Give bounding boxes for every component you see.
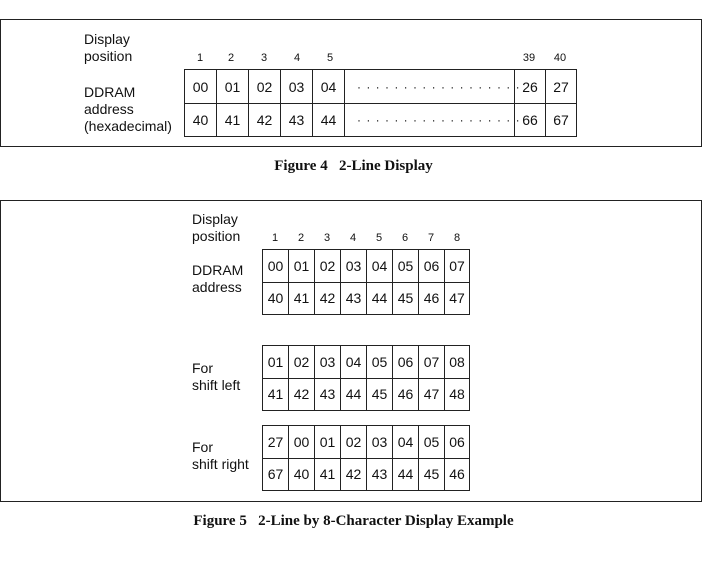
fig5-cell: 45 bbox=[393, 283, 419, 314]
fig5-cell: 04 bbox=[393, 426, 419, 459]
fig5-pos: 6 bbox=[401, 232, 409, 244]
fig5-cell: 08 bbox=[449, 354, 465, 370]
fig5-position-label: Display position bbox=[192, 211, 241, 244]
fig4-cell: 41 bbox=[217, 104, 249, 136]
fig5-cell: 07 bbox=[449, 258, 465, 274]
fig5-pos: 2 bbox=[297, 232, 305, 244]
fig5-cell: 42 bbox=[315, 283, 341, 314]
fig5-cell: 01 bbox=[263, 346, 289, 379]
fig4-cell: 01 bbox=[217, 70, 249, 104]
fig4-pos-3: 3 bbox=[260, 52, 268, 64]
fig4-pos-39: 39 bbox=[522, 52, 536, 64]
fig5-cell: 00 bbox=[263, 250, 289, 283]
fig5-cell: 06 bbox=[419, 250, 445, 283]
fig5-cell: 44 bbox=[393, 459, 419, 490]
fig5-shift-right-label: For shift right bbox=[192, 439, 249, 472]
fig4-pos-4: 4 bbox=[293, 52, 301, 64]
fig4-cell: 04 bbox=[320, 79, 337, 95]
fig5-cell: 43 bbox=[341, 283, 367, 314]
fig5-ddram-table: 00 01 02 03 04 05 06 07 40 41 42 43 44 45 46 47 bbox=[262, 249, 470, 315]
fig4-cell: 66 bbox=[515, 104, 546, 136]
fig5-cell: 01 bbox=[289, 250, 315, 283]
fig5-cell: 05 bbox=[367, 346, 393, 379]
fig5-shift-left-table: 01 02 03 04 05 06 07 08 41 42 43 44 45 46 47 48 bbox=[262, 345, 470, 411]
fig5-cell: 43 bbox=[315, 379, 341, 410]
fig4-ellipsis-row2: · · · · · · · · · · · · · · · · · · bbox=[357, 113, 521, 127]
fig4-address-block-middle: · · · · · · · · · · · · · · · · · · · · … bbox=[344, 69, 520, 137]
row-divider bbox=[185, 103, 344, 104]
fig5-cell: 06 bbox=[449, 434, 465, 450]
figure5-caption: Figure 5 2-Line by 8-Character Display E… bbox=[193, 513, 514, 529]
fig5-cell: 01 bbox=[315, 426, 341, 459]
fig5-cell: 46 bbox=[449, 466, 465, 482]
fig5-cell: 02 bbox=[289, 346, 315, 379]
fig5-cell: 44 bbox=[341, 379, 367, 410]
fig4-cell: 27 bbox=[553, 79, 569, 95]
fig4-cell: 03 bbox=[281, 70, 313, 104]
fig4-pos-1: 1 bbox=[196, 52, 204, 64]
fig4-ellipsis-row1: · · · · · · · · · · · · · · · · · · bbox=[357, 80, 521, 94]
fig5-cell: 02 bbox=[315, 250, 341, 283]
fig5-pos: 1 bbox=[271, 232, 279, 244]
fig5-pos: 8 bbox=[453, 232, 461, 244]
fig4-position-label: Display position bbox=[84, 31, 133, 64]
fig5-cell: 40 bbox=[289, 459, 315, 490]
fig5-ddram-label: DDRAM address bbox=[192, 262, 244, 295]
fig5-cell: 03 bbox=[367, 426, 393, 459]
fig5-cell: 44 bbox=[367, 283, 393, 314]
figure4-caption: Figure 4 2-Line Display bbox=[274, 158, 433, 174]
fig4-pos-2: 2 bbox=[227, 52, 235, 64]
fig5-pos: 4 bbox=[349, 232, 357, 244]
fig4-cell: 43 bbox=[281, 104, 313, 136]
fig5-cell: 02 bbox=[341, 426, 367, 459]
fig5-pos: 7 bbox=[427, 232, 435, 244]
fig5-cell: 42 bbox=[341, 459, 367, 490]
fig5-cell: 43 bbox=[367, 459, 393, 490]
fig5-cell: 45 bbox=[367, 379, 393, 410]
fig5-cell: 04 bbox=[341, 346, 367, 379]
fig4-cell: 26 bbox=[515, 70, 546, 104]
fig5-cell: 03 bbox=[341, 250, 367, 283]
fig4-pos-5: 5 bbox=[326, 52, 334, 64]
fig4-pos-40: 40 bbox=[553, 52, 567, 64]
fig4-cell: 42 bbox=[249, 104, 281, 136]
fig5-cell: 47 bbox=[449, 290, 465, 306]
fig4-address-block-left: 00 01 02 03 04 40 41 42 43 44 bbox=[184, 69, 345, 137]
fig5-cell: 40 bbox=[263, 283, 289, 314]
fig5-cell: 45 bbox=[419, 459, 445, 490]
fig4-cell: 67 bbox=[553, 112, 569, 128]
fig4-cell: 40 bbox=[185, 104, 217, 136]
fig5-cell: 41 bbox=[289, 283, 315, 314]
figure4-frame bbox=[0, 19, 702, 147]
fig5-cell: 07 bbox=[419, 346, 445, 379]
fig5-cell: 67 bbox=[263, 459, 289, 490]
fig5-cell: 00 bbox=[289, 426, 315, 459]
fig5-cell: 06 bbox=[393, 346, 419, 379]
figure5-frame bbox=[0, 200, 702, 502]
fig5-pos: 5 bbox=[375, 232, 383, 244]
fig5-cell: 46 bbox=[419, 283, 445, 314]
fig5-cell: 04 bbox=[367, 250, 393, 283]
fig5-cell: 48 bbox=[449, 386, 465, 402]
fig4-cell: 00 bbox=[185, 70, 217, 104]
fig5-cell: 27 bbox=[263, 426, 289, 459]
fig5-cell: 41 bbox=[315, 459, 341, 490]
fig5-shift-right-table: 27 00 01 02 03 04 05 06 67 40 41 42 43 44 45 46 bbox=[262, 425, 470, 491]
fig5-pos: 3 bbox=[323, 232, 331, 244]
fig5-cell: 05 bbox=[419, 426, 445, 459]
fig5-shift-left-label: For shift left bbox=[192, 360, 241, 393]
fig4-cell: 02 bbox=[249, 70, 281, 104]
fig5-cell: 41 bbox=[263, 379, 289, 410]
fig4-address-block-right: 26 27 66 67 bbox=[514, 69, 577, 137]
fig5-cell: 03 bbox=[315, 346, 341, 379]
fig4-address-label: DDRAM address (hexadecimal) bbox=[84, 84, 172, 134]
fig5-cell: 47 bbox=[419, 379, 445, 410]
fig5-cell: 05 bbox=[393, 250, 419, 283]
fig5-cell: 46 bbox=[393, 379, 419, 410]
row-divider bbox=[345, 103, 514, 104]
fig4-cell: 44 bbox=[320, 112, 337, 128]
fig5-cell: 42 bbox=[289, 379, 315, 410]
